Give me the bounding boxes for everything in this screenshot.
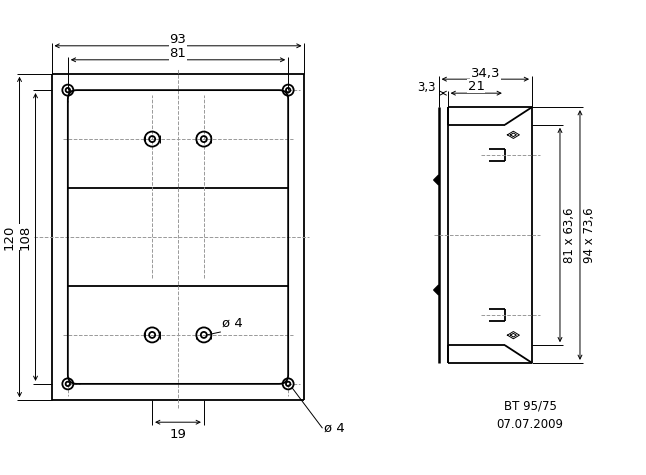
Text: ø 4: ø 4 (324, 422, 345, 435)
Text: BT 95/75
07.07.2009: BT 95/75 07.07.2009 (497, 399, 563, 430)
Text: 21: 21 (468, 80, 484, 93)
Text: 108: 108 (19, 224, 32, 250)
Text: ø 4: ø 4 (222, 317, 243, 330)
Text: 93: 93 (169, 33, 187, 46)
Text: 94 x 73,6: 94 x 73,6 (583, 207, 596, 263)
Text: 19: 19 (169, 428, 187, 441)
Polygon shape (433, 285, 439, 295)
Text: 3,3: 3,3 (417, 81, 435, 94)
Text: 120: 120 (3, 224, 16, 250)
Text: 81: 81 (169, 48, 187, 60)
Text: 34,3: 34,3 (470, 66, 500, 80)
Polygon shape (433, 175, 439, 185)
Text: 81 x 63,6: 81 x 63,6 (563, 207, 576, 263)
